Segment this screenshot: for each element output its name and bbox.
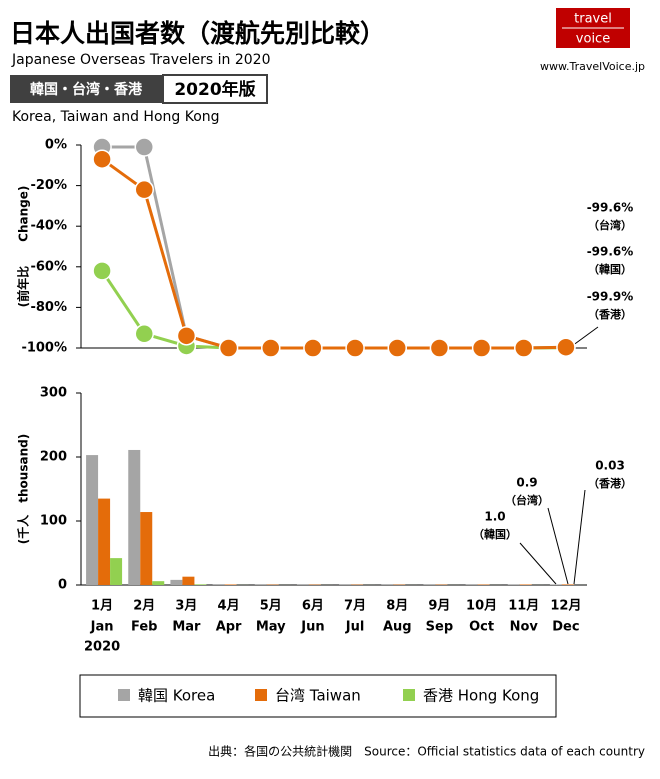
logo-bottom: voice [576, 32, 610, 47]
y-tick-label: -20% [30, 178, 67, 193]
region: Korea, Taiwan and Hong Kong [12, 109, 220, 125]
annotation: 0.9 [516, 476, 537, 490]
bar [170, 580, 182, 585]
point [93, 150, 111, 168]
annotation: -99.9% [587, 290, 634, 304]
x-tick-label: Jun [300, 620, 324, 635]
badge: 韓国・台湾・香港 [30, 81, 143, 98]
x-tick-label: May [256, 620, 286, 635]
x-tick-label: 5月 [260, 599, 282, 614]
x-tick-label: 3月 [175, 599, 197, 614]
annotation-label: （香港） [588, 307, 632, 321]
annotation: 0.03 [595, 459, 625, 473]
y-tick-label: 0 [58, 578, 67, 593]
bar [128, 450, 140, 585]
annotation: -99.6% [587, 201, 634, 215]
bar [110, 558, 122, 585]
bar [562, 584, 574, 585]
y-tick-label: 200 [40, 450, 67, 465]
annotation-label: （香港） [588, 476, 632, 490]
point [388, 339, 406, 357]
y-tick-label: 0% [45, 138, 67, 153]
annotation: 1.0 [484, 510, 505, 524]
bar [98, 499, 110, 585]
legend-swatch [118, 689, 130, 701]
legend-label: 韓国 Korea [138, 687, 215, 705]
bar [520, 584, 532, 585]
bar [152, 581, 164, 585]
point [177, 327, 195, 345]
x-tick-label: 6月 [302, 599, 324, 614]
point [557, 338, 575, 356]
y-tick-label: -80% [30, 300, 67, 315]
bar [225, 584, 237, 585]
x-tick-label: 4月 [218, 599, 240, 614]
y-tick-label: -40% [30, 219, 67, 234]
point [473, 339, 491, 357]
legend-label: 香港 Hong Kong [423, 687, 539, 705]
x-year-label: 2020 [84, 640, 120, 655]
legend-label: 台湾 Taiwan [275, 687, 361, 705]
y-tick-label: 300 [40, 386, 67, 401]
x-tick-label: Oct [469, 620, 494, 635]
point [93, 262, 111, 280]
x-tick-label: 7月 [344, 599, 366, 614]
logo-top: travel [574, 12, 612, 27]
title: 日本人出国者数（渡航先別比較） [10, 19, 385, 48]
point [135, 181, 153, 199]
bar [194, 584, 206, 585]
x-tick-label: 2月 [133, 599, 155, 614]
point [304, 339, 322, 357]
x-tick-label: Apr [216, 620, 242, 635]
y-tick-label: -60% [30, 259, 67, 274]
y-tick-label: -100% [21, 341, 67, 356]
y-axis-label: (千人 thousand) [16, 434, 31, 544]
url: www.TravelVoice.jp [540, 60, 645, 73]
point [430, 339, 448, 357]
bar [182, 577, 194, 585]
annotation-label: （台湾） [505, 493, 549, 507]
x-tick-label: Feb [131, 620, 157, 635]
x-tick-label: Jul [345, 620, 365, 635]
badge-year: 2020年版 [174, 79, 255, 100]
bar [550, 584, 562, 585]
annotation-label: （韓国） [473, 527, 517, 541]
point [220, 339, 238, 357]
point [135, 138, 153, 156]
x-tick-label: 11月 [508, 599, 539, 614]
x-tick-label: Mar [172, 620, 201, 635]
annotation: -99.6% [587, 245, 634, 259]
x-tick-label: Aug [383, 620, 412, 635]
bar [140, 512, 152, 585]
bar [86, 455, 98, 585]
x-tick-label: 8月 [386, 599, 408, 614]
point [346, 339, 364, 357]
x-tick-label: 10月 [466, 599, 497, 614]
x-tick-label: Jan [90, 620, 114, 635]
x-tick-label: Nov [510, 620, 539, 635]
footer: 出典：各国の公共統計機関 Source：Official statistics … [208, 744, 645, 759]
x-tick-label: 12月 [550, 599, 581, 614]
point [135, 325, 153, 343]
x-tick-label: Sep [426, 620, 454, 635]
point [262, 339, 280, 357]
legend-swatch [255, 689, 267, 701]
x-tick-label: 9月 [428, 599, 450, 614]
point [515, 339, 533, 357]
annotation-label: （台湾） [588, 218, 632, 232]
legend-swatch [403, 689, 415, 701]
x-tick-label: Dec [552, 620, 579, 635]
x-tick-label: 1月 [91, 599, 113, 614]
subtitle: Japanese Overseas Travelers in 2020 [11, 52, 271, 68]
y-axis-label: (前年比 Change) [16, 186, 31, 308]
annotation-label: （韓国） [588, 262, 632, 276]
y-tick-label: 100 [40, 514, 67, 529]
